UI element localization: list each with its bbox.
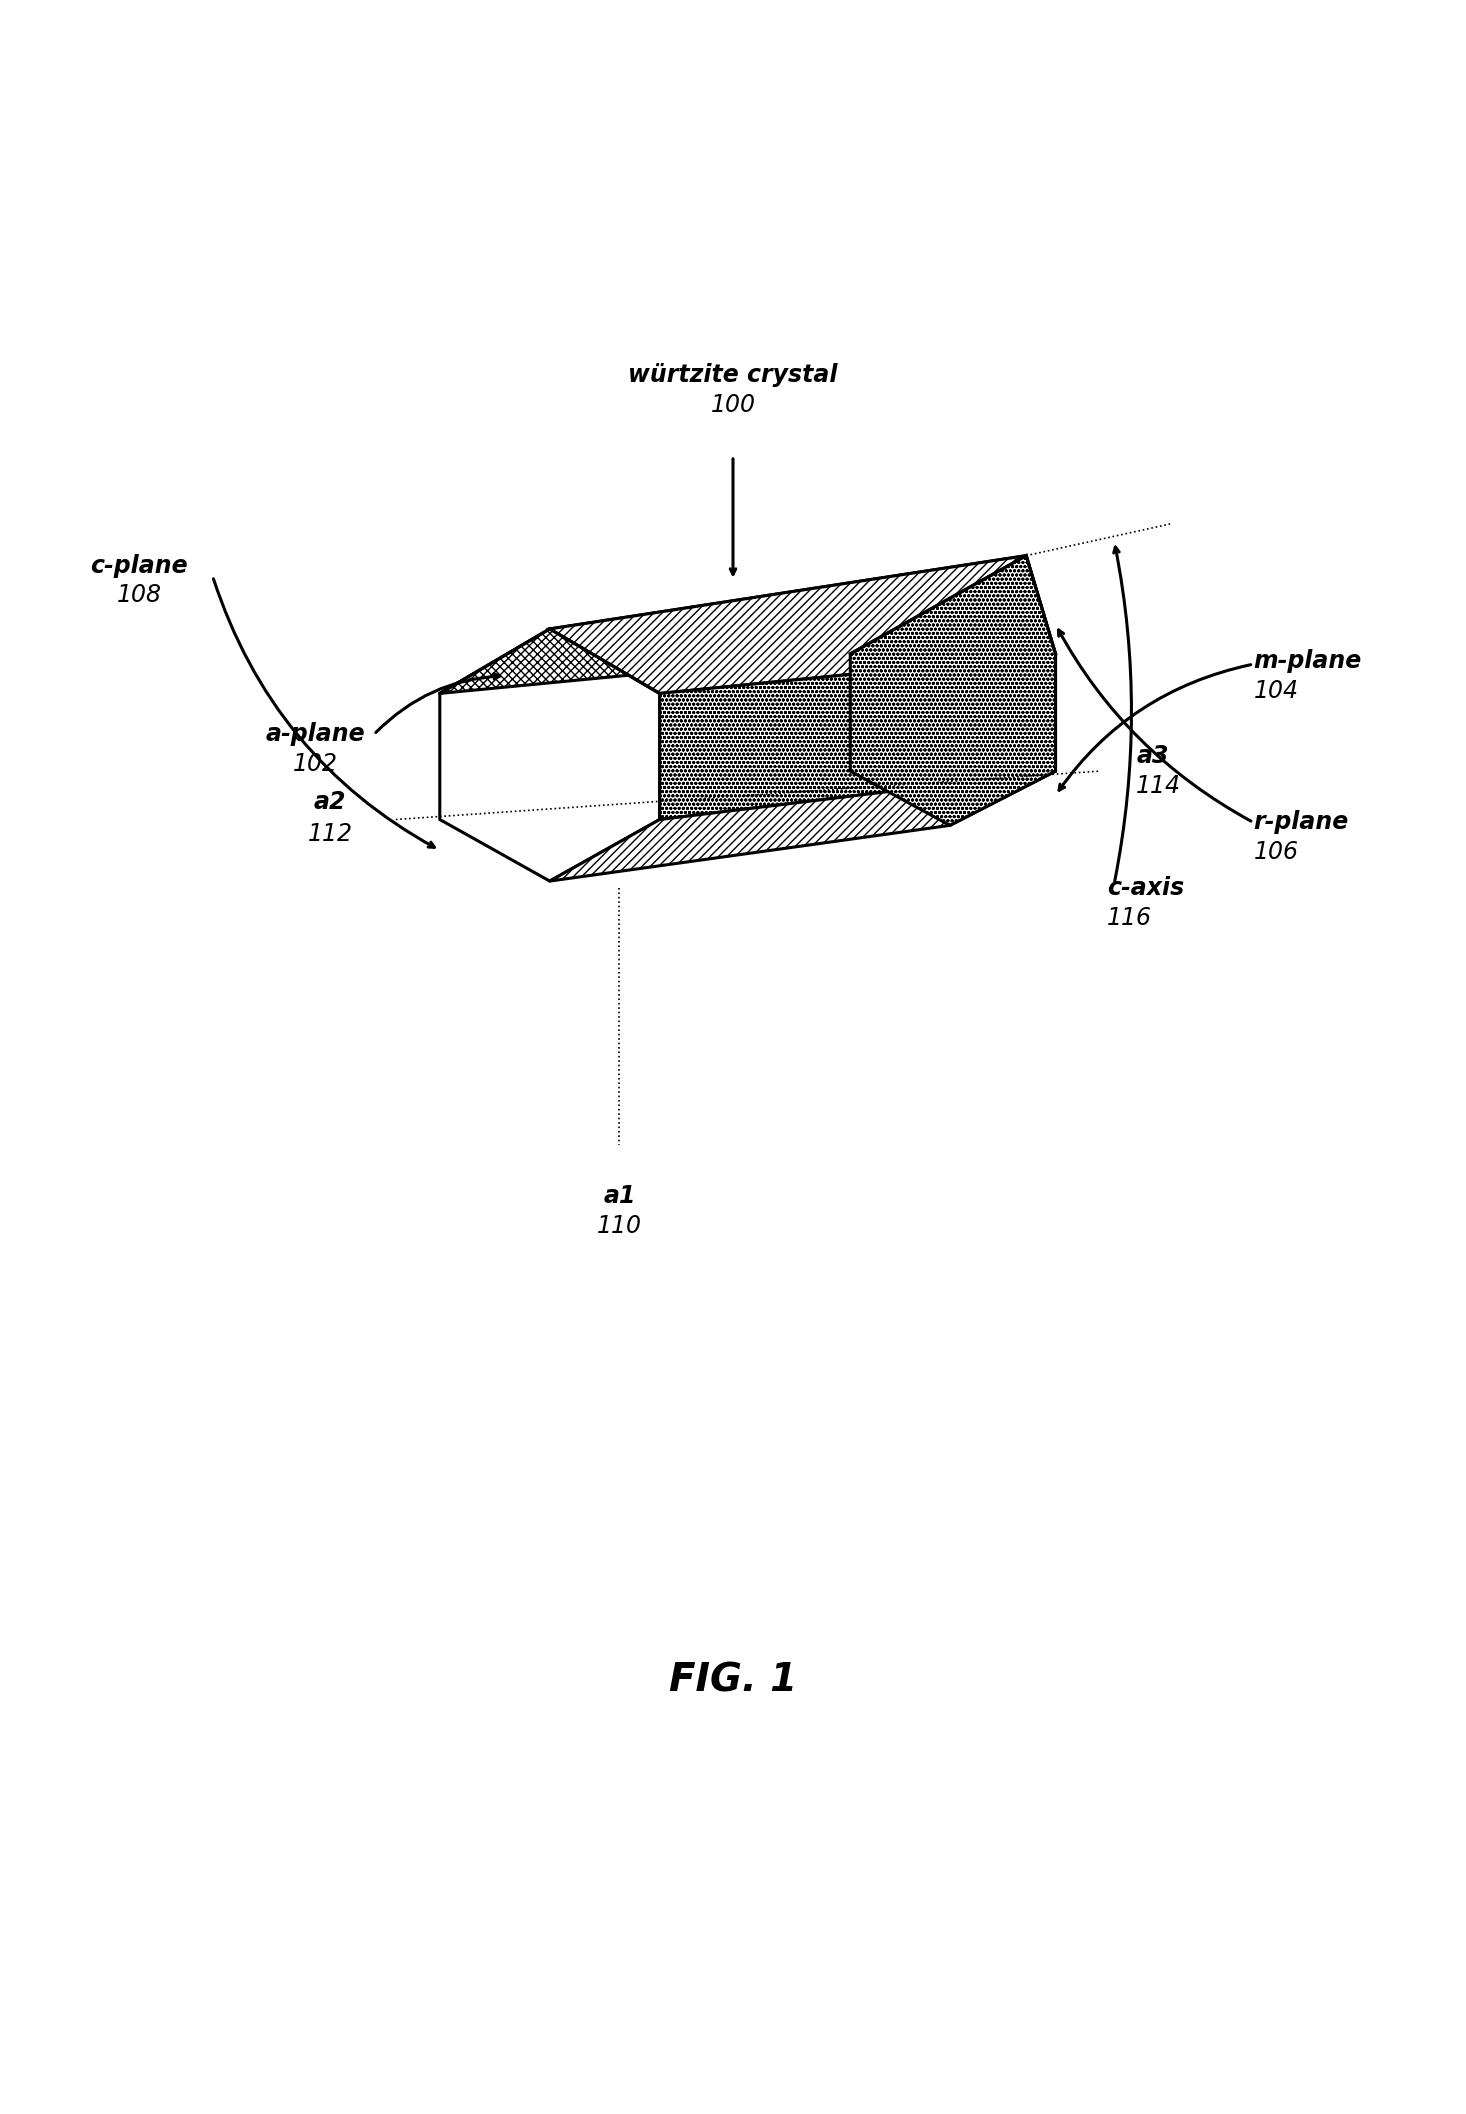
Text: würtzite crystal: würtzite crystal — [629, 364, 837, 387]
Text: 100: 100 — [711, 393, 755, 416]
Text: 112: 112 — [308, 822, 352, 846]
Text: a2: a2 — [314, 791, 346, 814]
Text: r-plane: r-plane — [1253, 810, 1349, 835]
Text: a1: a1 — [603, 1184, 636, 1209]
Text: 114: 114 — [1136, 774, 1182, 797]
Text: 108: 108 — [117, 583, 161, 607]
Polygon shape — [660, 653, 1056, 820]
Text: 102: 102 — [293, 753, 337, 776]
Text: 110: 110 — [597, 1213, 642, 1237]
Polygon shape — [440, 630, 660, 882]
Text: c-plane: c-plane — [91, 554, 188, 577]
Text: a-plane: a-plane — [265, 723, 365, 746]
Text: m-plane: m-plane — [1253, 649, 1362, 672]
Polygon shape — [850, 556, 1056, 824]
Polygon shape — [550, 556, 1056, 693]
Text: c-axis: c-axis — [1107, 877, 1185, 901]
Text: FIG. 1: FIG. 1 — [668, 1662, 798, 1700]
Polygon shape — [550, 772, 1056, 882]
Text: a3: a3 — [1136, 744, 1168, 769]
Polygon shape — [440, 556, 1026, 693]
Text: 116: 116 — [1107, 905, 1152, 930]
Text: 104: 104 — [1253, 679, 1299, 702]
Text: 106: 106 — [1253, 839, 1299, 865]
